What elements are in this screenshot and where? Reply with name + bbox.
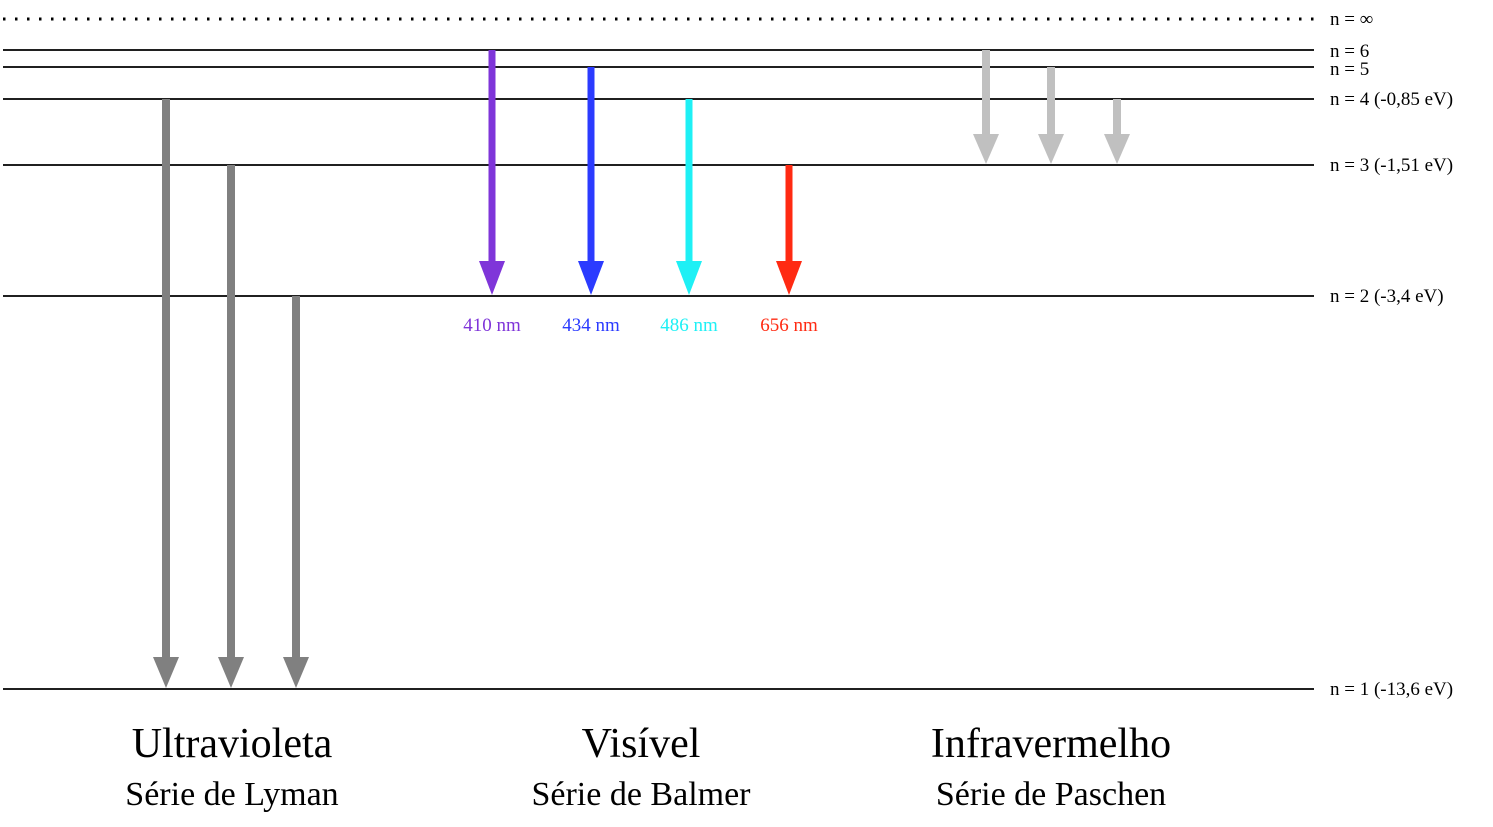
energy-level-label-n6: n = 6 <box>1330 41 1369 62</box>
wavelength-label-410nm: 410 nm <box>463 315 521 336</box>
transition-arrows <box>153 50 1130 688</box>
lyman-region-title: Ultravioleta <box>132 721 333 767</box>
paschen-arrow-n6-to-n3 <box>973 50 999 164</box>
balmer-arrow-head <box>479 261 505 295</box>
lyman-arrow-n3-to-n1 <box>218 165 244 688</box>
lyman-arrow-shaft <box>292 296 300 659</box>
series-titles: Ultravioleta Série de Lyman Visível Série d… <box>125 721 1171 813</box>
paschen-arrow-head <box>1038 134 1064 164</box>
energy-level-label-n4: n = 4 (-0,85 eV) <box>1330 89 1453 110</box>
balmer-region-title: Visível <box>582 721 701 767</box>
lyman-arrow-shaft <box>227 165 235 659</box>
energy-level-label-n2: n = 2 (-3,4 eV) <box>1330 286 1444 307</box>
lyman-series-name: Série de Lyman <box>125 776 338 813</box>
balmer-arrow-n3-to-n2 <box>776 165 802 295</box>
energy-level-label-n5: n = 5 <box>1330 59 1369 80</box>
balmer-arrow-n4-to-n2 <box>676 99 702 295</box>
level-labels: n = ∞ n = 6n = 5 n = 4 (-0,85 eV) n = 3 (-1… <box>1330 9 1453 700</box>
balmer-arrow-shaft <box>785 165 793 263</box>
energy-levels <box>3 17 1314 690</box>
lyman-arrow-shaft <box>162 99 170 659</box>
balmer-arrow-shaft <box>488 50 496 263</box>
lyman-arrow-n4-to-n1 <box>153 99 179 688</box>
paschen-series-name: Série de Paschen <box>936 776 1166 813</box>
energy-level-label-n3: n = 3 (-1,51 eV) <box>1330 155 1453 176</box>
paschen-arrow-head <box>973 134 999 164</box>
paschen-region-title: Infravermelho <box>931 721 1171 767</box>
paschen-arrow-shaft <box>982 50 990 136</box>
balmer-arrow-shaft <box>685 99 693 263</box>
balmer-arrow-shaft <box>587 67 595 263</box>
paschen-arrow-shaft <box>1113 99 1121 136</box>
lyman-arrow-head <box>283 657 309 688</box>
balmer-arrow-n5-to-n2 <box>578 67 604 295</box>
lyman-arrow-head <box>218 657 244 688</box>
balmer-arrow-head <box>776 261 802 295</box>
wavelength-label-434nm: 434 nm <box>562 315 620 336</box>
wavelength-label-486nm: 486 nm <box>660 315 718 336</box>
energy-level-label-n1: n = 1 (-13,6 eV) <box>1330 679 1453 700</box>
balmer-arrow-head <box>578 261 604 295</box>
lyman-arrow-n2-to-n1 <box>283 296 309 688</box>
wavelength-labels: 410 nm 434 nm 486 nm 656 nm <box>463 315 818 336</box>
wavelength-label-656nm: 656 nm <box>760 315 818 336</box>
paschen-arrow-n5-to-n3 <box>1038 67 1064 164</box>
balmer-arrow-n6-to-n2 <box>479 50 505 295</box>
paschen-arrow-n4-to-n3 <box>1104 99 1130 164</box>
paschen-arrow-head <box>1104 134 1130 164</box>
lyman-arrow-head <box>153 657 179 688</box>
paschen-arrow-shaft <box>1047 67 1055 136</box>
energy-level-label-ninf: n = ∞ <box>1330 9 1373 30</box>
balmer-arrow-head <box>676 261 702 295</box>
balmer-series-name: Série de Balmer <box>531 776 751 813</box>
